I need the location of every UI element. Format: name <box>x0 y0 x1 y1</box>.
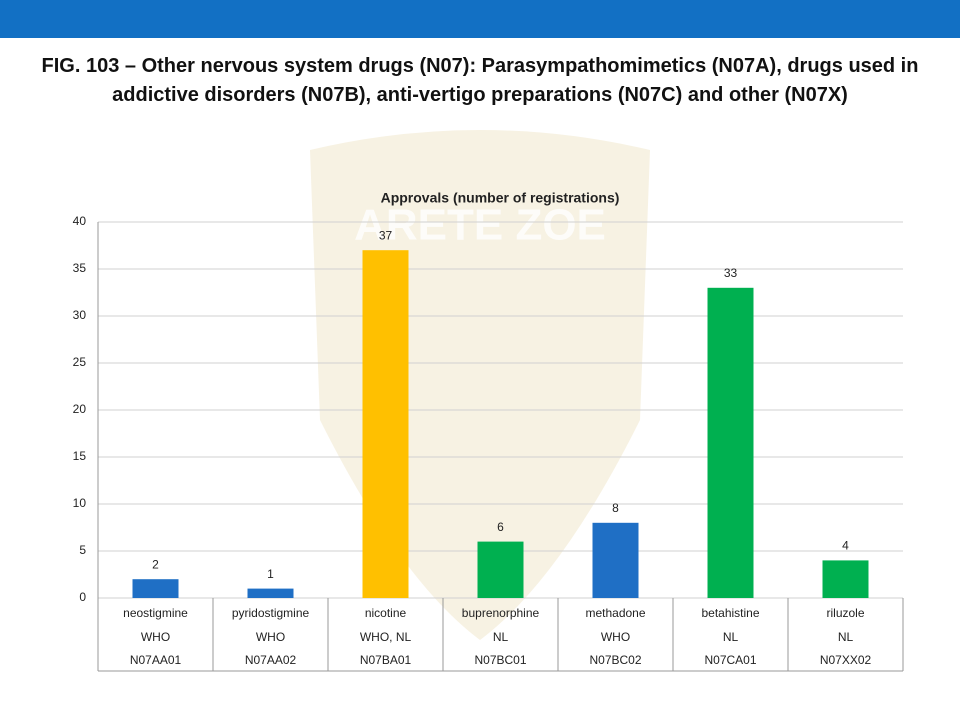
value-label: 1 <box>267 567 274 581</box>
x-tick-label: riluzole <box>826 606 864 620</box>
x-tick-label: betahistine <box>701 606 759 620</box>
bar <box>132 579 179 598</box>
slide-title: FIG. 103 – Other nervous system drugs (N… <box>41 55 919 106</box>
y-tick-label: 10 <box>73 496 87 510</box>
x-tick-label: pyridostigmine <box>232 606 310 620</box>
bar <box>477 541 524 598</box>
bar <box>822 560 869 598</box>
source-label: NL <box>838 630 854 644</box>
code-label: N07BC02 <box>589 653 641 667</box>
x-tick-label: nicotine <box>365 606 407 620</box>
value-label: 6 <box>497 520 504 534</box>
y-tick-label: 35 <box>73 261 87 275</box>
y-tick-label: 30 <box>73 308 87 322</box>
y-tick-label: 40 <box>73 214 87 228</box>
source-label: NL <box>723 630 739 644</box>
y-tick-label: 25 <box>73 355 87 369</box>
bar <box>707 287 754 598</box>
bar <box>247 588 294 598</box>
y-tick-label: 15 <box>73 449 87 463</box>
header-bar <box>0 0 960 38</box>
y-tick-label: 20 <box>73 402 87 416</box>
code-label: N07BC01 <box>474 653 526 667</box>
y-tick-label: 0 <box>79 590 86 604</box>
value-label: 2 <box>152 557 159 571</box>
bar <box>592 522 639 598</box>
source-label: NL <box>493 630 509 644</box>
code-label: N07AA01 <box>130 653 182 667</box>
value-label: 33 <box>724 266 738 280</box>
y-tick-label: 5 <box>79 543 86 557</box>
code-label: N07AA02 <box>245 653 297 667</box>
bar <box>362 250 409 598</box>
source-label: WHO <box>141 630 170 644</box>
watermark: ARETE ZOE <box>354 201 606 250</box>
source-label: WHO, NL <box>360 630 412 644</box>
source-label: WHO <box>601 630 630 644</box>
x-tick-label: methadone <box>585 606 645 620</box>
value-label: 8 <box>612 501 619 515</box>
source-label: WHO <box>256 630 285 644</box>
value-label: 37 <box>379 228 393 242</box>
code-label: N07XX02 <box>820 653 872 667</box>
x-tick-label: neostigmine <box>123 606 188 620</box>
chart-title: Approvals (number of registrations) <box>381 190 620 206</box>
code-label: N07BA01 <box>360 653 412 667</box>
code-label: N07CA01 <box>704 653 756 667</box>
x-tick-label: buprenorphine <box>462 606 540 620</box>
value-label: 4 <box>842 539 849 553</box>
